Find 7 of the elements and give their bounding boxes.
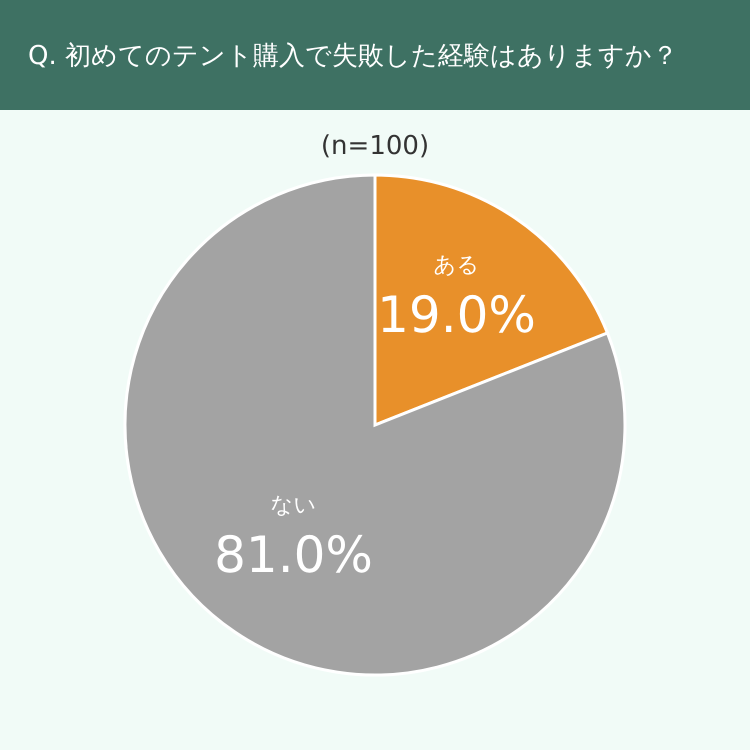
slice-label: ない	[270, 492, 316, 518]
chart-title: Q. 初めてのテント購入で失敗した経験はありますか？	[0, 0, 750, 110]
pie-slice	[124, 174, 626, 676]
data-label: 81.0%	[214, 526, 373, 584]
slice-label: ある	[434, 253, 480, 278]
chart-subtitle: (n=100)	[320, 131, 430, 161]
data-label: 19.0%	[377, 286, 536, 344]
